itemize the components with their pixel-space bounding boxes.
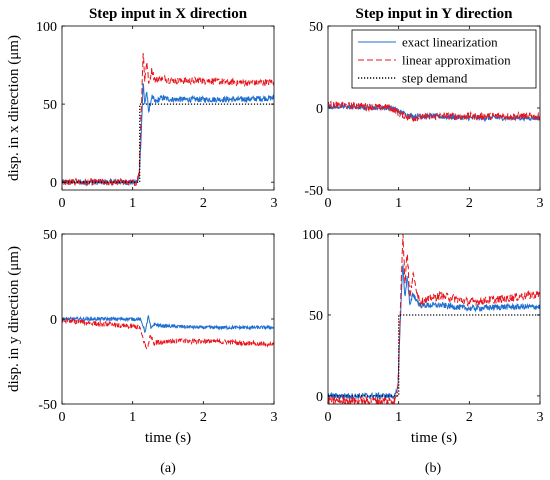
series-linear-approximation: [62, 317, 274, 351]
y-tick-label: 0: [316, 102, 323, 117]
series-linear-approximation: [62, 53, 274, 187]
y-tick-label: 50: [309, 20, 323, 35]
y-tick-label: 0: [50, 313, 57, 328]
x-tick-label: 1: [395, 196, 402, 211]
x-tick-label: 2: [466, 410, 473, 425]
series-exact-linearization: [328, 264, 540, 401]
caption-b: (b): [425, 461, 442, 476]
x-tick-label: 0: [325, 410, 332, 425]
y-axis-label: disp. in x direction (μm): [6, 35, 22, 181]
y-tick-label: 50: [43, 98, 57, 113]
x-tick-label: 0: [59, 196, 66, 211]
y-tick-label: 100: [36, 20, 57, 35]
x-axis-label: time (s): [411, 430, 457, 446]
y-tick-label: -50: [38, 398, 57, 413]
legend-label: step demand: [402, 71, 468, 86]
x-tick-label: 3: [537, 410, 544, 425]
panel-title: Step input in X direction: [89, 6, 248, 22]
series-linear-approximation: [328, 100, 540, 123]
x-tick-label: 2: [200, 410, 207, 425]
axes-frame: [61, 25, 275, 191]
series-step-demand: [328, 314, 540, 397]
y-tick-label: 50: [43, 228, 57, 243]
y-axis-label: disp. in y direction (μm): [6, 246, 22, 392]
caption-a: (a): [160, 461, 176, 476]
x-tick-label: 1: [129, 410, 136, 425]
x-tick-label: 3: [271, 196, 278, 211]
x-tick-label: 2: [200, 196, 207, 211]
x-tick-label: 0: [325, 196, 332, 211]
y-tick-label: 0: [50, 176, 57, 191]
series-exact-linearization: [62, 83, 274, 187]
panel-bottom-right: 0 1 2 3 0 50 100 time (s): [302, 228, 544, 446]
y-tick-label: 50: [309, 309, 323, 324]
x-tick-label: 2: [466, 196, 473, 211]
series-step-demand: [62, 103, 274, 183]
legend-label: exact linearization: [402, 35, 498, 50]
legend: exact linearization linear approximation s…: [351, 29, 537, 89]
panel-title: Step input in Y direction: [356, 6, 514, 22]
x-tick-label: 1: [129, 196, 136, 211]
legend-label: linear approximation: [402, 53, 511, 68]
panel-top-left: 0 1 2 3 0 50 100 Step input in X direction disp.…: [6, 6, 278, 211]
x-tick-label: 1: [395, 410, 402, 425]
series-exact-linearization: [62, 315, 274, 334]
series-linear-approximation: [328, 234, 540, 404]
y-tick-label: 100: [302, 228, 323, 243]
x-tick-label: 0: [59, 410, 66, 425]
x-axis-label: time (s): [145, 430, 191, 446]
x-tick-label: 3: [537, 196, 544, 211]
axes-frame: [327, 233, 541, 405]
y-tick-label: 0: [316, 390, 323, 405]
y-tick-label: -50: [304, 184, 323, 199]
x-tick-label: 3: [271, 410, 278, 425]
